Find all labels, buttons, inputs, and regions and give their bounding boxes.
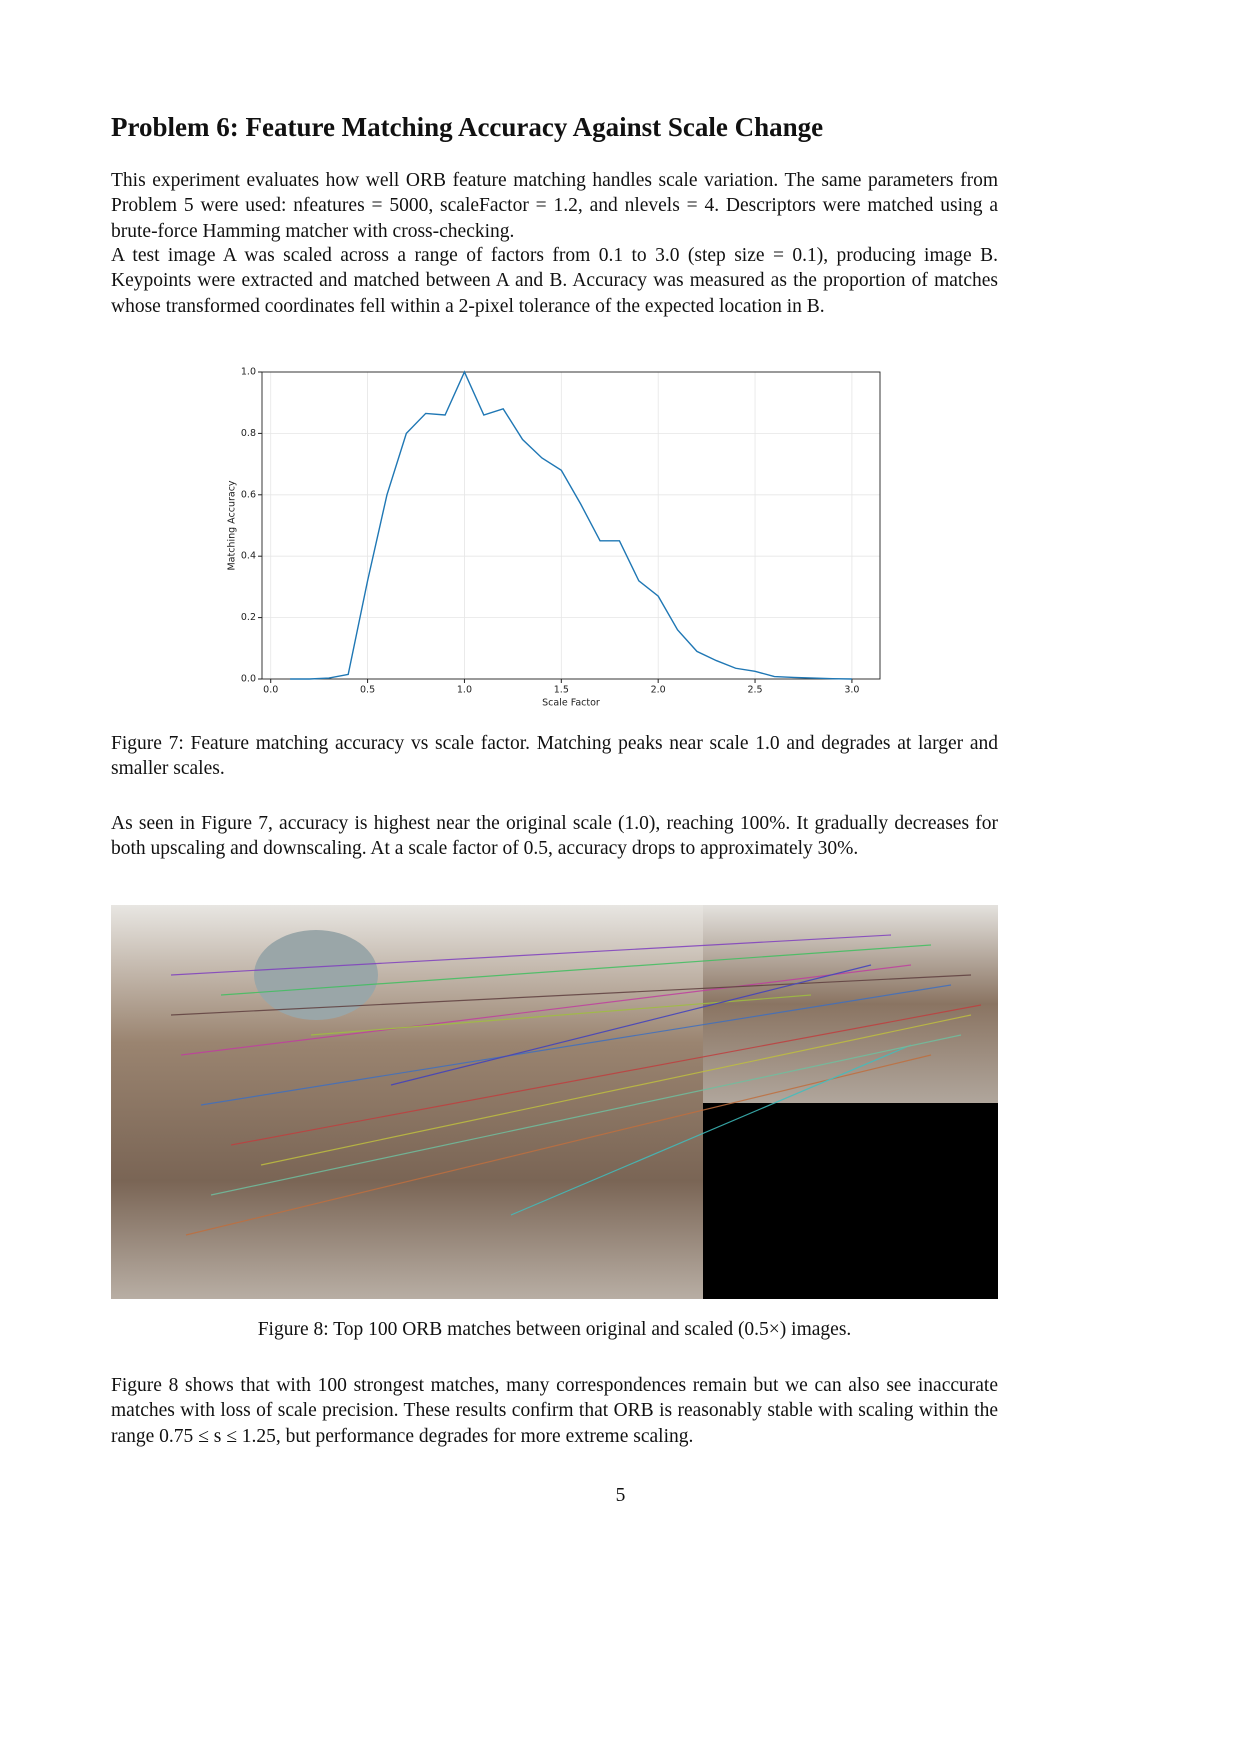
- paragraph: This experiment evaluates how well ORB f…: [111, 170, 998, 242]
- x-tick-label: 3.0: [844, 685, 859, 696]
- image-b: [703, 905, 998, 1103]
- match-lines: [170, 934, 982, 1236]
- heading: Problem 6: Feature Matching Accuracy Aga…: [111, 112, 824, 142]
- x-tick-label: 1.5: [554, 685, 569, 696]
- x-tick-label: 0.5: [360, 685, 375, 696]
- y-tick-label: 0.6: [241, 489, 256, 500]
- y-axis-label: Matching Accuracy: [227, 480, 238, 570]
- chart: 0.0 0.2 0.4 0.6 0.8 1.0 0.0 0.5 1.0 1.5 2.0 2.5 3.0 S…: [227, 367, 881, 709]
- dome: [254, 930, 378, 1020]
- padding: [703, 1103, 998, 1299]
- y-tick-label: 0.4: [241, 551, 256, 562]
- paragraph: Figure 8 shows that with 100 strongest m…: [111, 1375, 998, 1447]
- y-tick-label: 0.2: [241, 612, 256, 623]
- paragraph: As seen in Figure 7, accuracy is highest…: [111, 813, 998, 860]
- x-tick-label: 1.0: [457, 685, 472, 696]
- page-number: 5: [615, 1485, 626, 1506]
- plot-frame: [261, 371, 881, 680]
- image-a: [111, 905, 703, 1299]
- x-tick-label: 0.0: [263, 685, 278, 696]
- y-tick-label: 0.0: [241, 674, 256, 685]
- y-tick-label: 1.0: [241, 367, 256, 378]
- match-image: [111, 905, 998, 1299]
- x-axis-label: Scale Factor: [542, 698, 600, 709]
- y-tick-label: 0.8: [241, 428, 256, 439]
- data-line: [290, 370, 852, 680]
- x-tick-label: 2.5: [747, 685, 762, 696]
- x-tick-label: 2.0: [651, 685, 666, 696]
- caption: Figure 8: Top 100 ORB matches between or…: [257, 1319, 852, 1340]
- caption: Figure 7: Feature matching accuracy vs s…: [111, 733, 998, 780]
- paragraph: A test image A was scaled across a range…: [111, 245, 998, 317]
